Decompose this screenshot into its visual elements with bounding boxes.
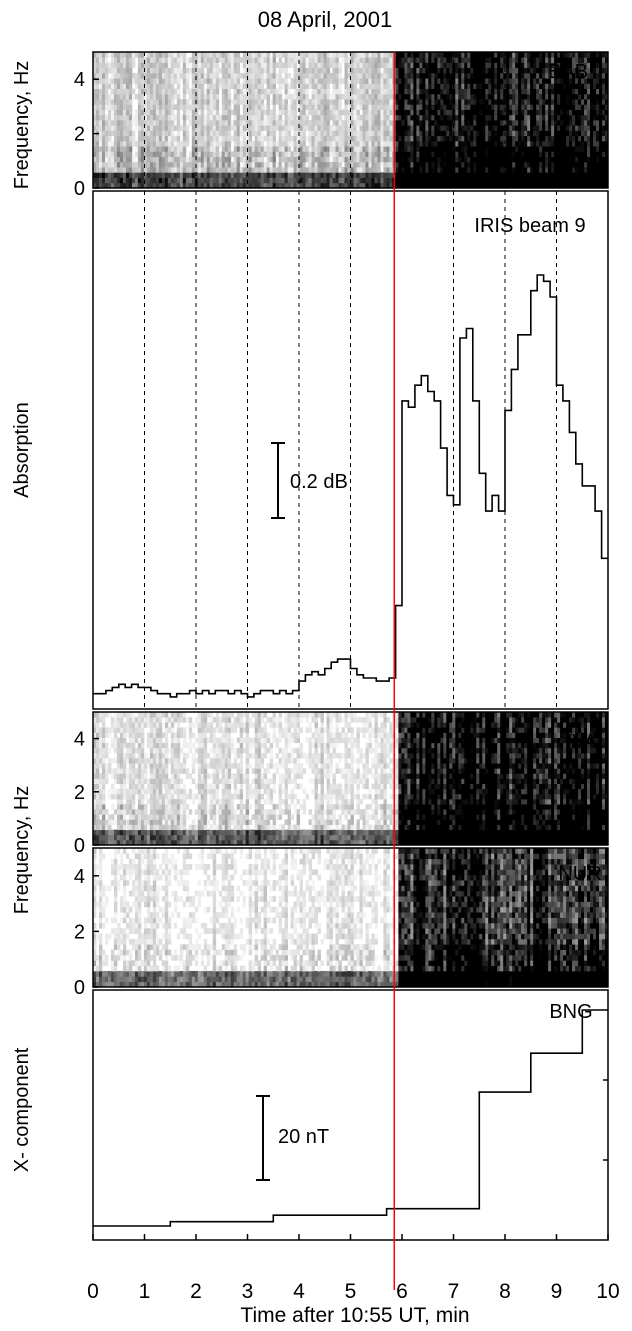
y-tick-label: 4 bbox=[74, 69, 85, 91]
panel-frame bbox=[92, 711, 609, 846]
spectrogram-cells bbox=[93, 52, 609, 189]
x-tick-label: 5 bbox=[345, 1280, 357, 1303]
x-tick-label: 3 bbox=[242, 1280, 254, 1303]
x-tick-label: 4 bbox=[293, 1280, 305, 1303]
chart-title: 08 April, 2001 bbox=[258, 7, 393, 32]
x-tick-label: 2 bbox=[190, 1280, 202, 1303]
x-axis: 0 1 2 3 4 5 6 7 8 9 10 bbox=[87, 1234, 620, 1303]
bng-scale-bar bbox=[256, 1095, 270, 1181]
bab-ylabel: Frequency, Hz bbox=[11, 61, 33, 190]
panel-frame bbox=[92, 51, 609, 189]
y-tick-label: 0 bbox=[74, 977, 85, 999]
panel-frame bbox=[92, 989, 609, 1241]
nur-spectrogram-panel: 0 2 4 bbox=[74, 847, 609, 999]
iva-nur-ylabel: Frequency, Hz bbox=[11, 786, 33, 915]
bng-scale-label: 20 nT bbox=[278, 1126, 329, 1148]
bng-ylabel: X- component bbox=[11, 1047, 33, 1172]
iris-label: IRIS beam 9 bbox=[474, 215, 585, 237]
y-tick-label: 4 bbox=[74, 729, 85, 751]
nur-label: NUR bbox=[558, 863, 601, 885]
y-tick-label: 2 bbox=[74, 782, 85, 804]
x-tick-label: 6 bbox=[396, 1280, 408, 1303]
iva-label: IVA bbox=[567, 731, 598, 753]
iva-spectrogram-panel: 0 2 4 bbox=[74, 711, 609, 857]
x-axis-label: Time after 10:55 UT, min bbox=[240, 1304, 469, 1327]
spectrogram-cells bbox=[93, 848, 609, 988]
iris-absorption-panel bbox=[92, 190, 609, 710]
x-tick-label: 10 bbox=[596, 1280, 619, 1303]
x-tick-label: 1 bbox=[139, 1280, 151, 1303]
x-tick-label: 0 bbox=[87, 1280, 99, 1303]
bab-label: BAB bbox=[548, 61, 588, 83]
y-tick-label: 2 bbox=[74, 921, 85, 943]
y-tick-label: 2 bbox=[74, 124, 85, 146]
panel-frame bbox=[92, 847, 609, 988]
x-tick-label: 8 bbox=[499, 1280, 511, 1303]
absorption-series bbox=[93, 274, 608, 698]
bab-spectrogram-panel: 0 2 4 bbox=[74, 51, 609, 200]
bng-label: BNG bbox=[549, 1001, 592, 1023]
y-tick-label: 0 bbox=[74, 835, 85, 857]
spectrogram-cells bbox=[93, 712, 609, 846]
x-tick-label: 9 bbox=[551, 1280, 563, 1303]
bng-series bbox=[93, 1009, 608, 1227]
absorption-scale-bar bbox=[271, 442, 285, 519]
y-tick-label: 4 bbox=[74, 866, 85, 888]
absorption-scale-label: 0.2 dB bbox=[290, 471, 348, 493]
bng-xcomponent-panel bbox=[92, 989, 609, 1241]
iris-ylabel: Absorption bbox=[11, 402, 33, 498]
y-tick-label: 0 bbox=[74, 178, 85, 200]
x-tick-label: 7 bbox=[448, 1280, 460, 1303]
